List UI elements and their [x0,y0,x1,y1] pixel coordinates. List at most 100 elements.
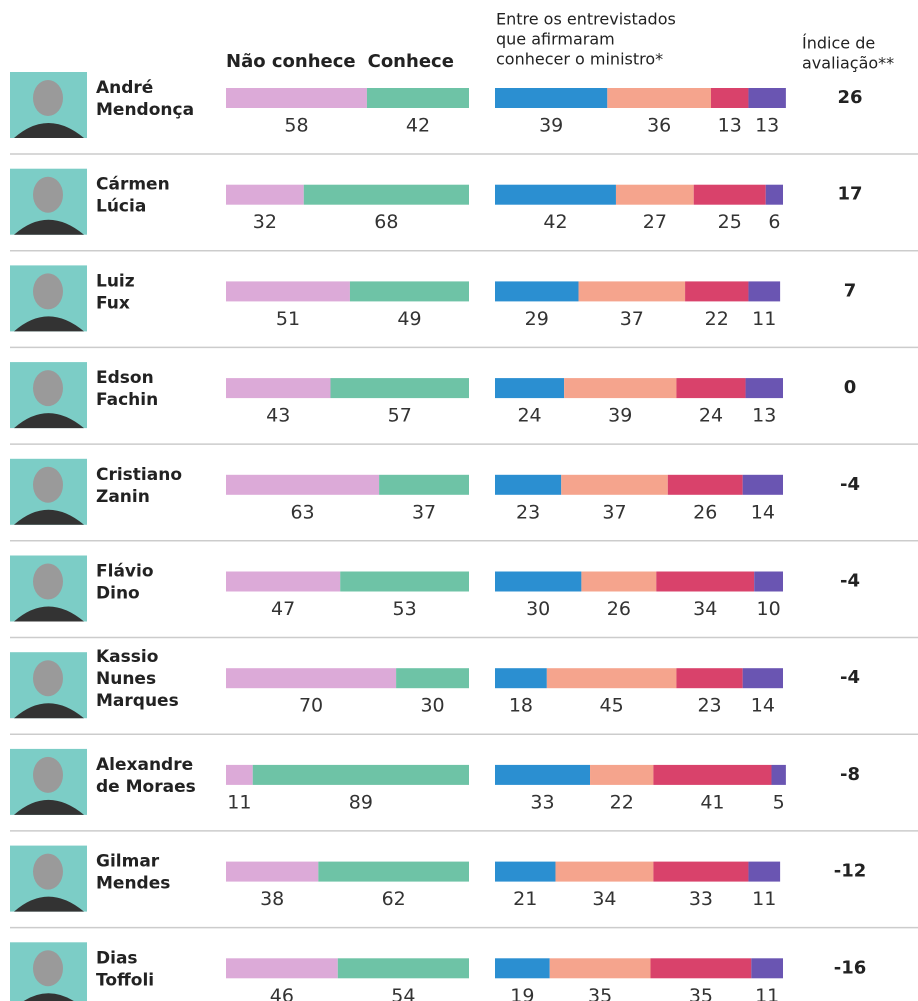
bar-segment [590,765,653,785]
bar-segment [495,958,550,978]
photo-head [33,564,63,600]
value-label: 38 [260,888,284,910]
value-label: 5 [773,791,785,813]
bar-segment [226,958,338,978]
value-label: 37 [602,501,626,523]
value-label: 30 [526,598,550,620]
bar-segment [350,281,469,301]
minister-name: Dino [96,584,140,604]
index-value: -12 [834,861,867,882]
value-label: 89 [349,791,373,813]
value-label: 42 [543,211,567,233]
value-label: 26 [607,598,631,620]
bar-segment [226,862,318,882]
photo-head [33,273,63,309]
value-label: 57 [388,405,412,427]
minister-name: Mendonça [96,100,194,120]
bar-segment [253,765,469,785]
value-label: 26 [693,501,717,523]
value-label: 32 [253,211,277,233]
chart: Não conheceConheceEntre os entrevistados… [0,0,918,1001]
bar-segment [694,185,766,205]
minister-name: André [96,78,153,98]
index-value: -4 [840,667,860,688]
bar-segment [651,958,752,978]
value-label: 23 [697,695,721,717]
value-label: 51 [276,308,300,330]
value-label: 14 [751,501,775,523]
value-label: 13 [755,115,779,137]
minister-name: Cristiano [96,465,182,485]
bar-segment [495,668,547,688]
value-label: 34 [592,888,616,910]
photo-head [33,950,63,986]
value-label: 21 [513,888,537,910]
bar-segment [766,185,783,205]
bar-segment [555,862,653,882]
value-label: 25 [718,211,742,233]
bar-segment [226,281,350,301]
column-header: Índice de [802,34,875,53]
bar-segment [547,668,677,688]
bar-segment [226,88,367,108]
index-value: 26 [837,87,862,108]
bar-segment [561,475,668,495]
value-label: 10 [757,598,781,620]
minister-name: Alexandre [96,755,193,775]
value-label: 70 [299,695,323,717]
bar-segment [748,281,780,301]
column-header: conhecer o ministro* [496,50,663,69]
value-label: 37 [620,308,644,330]
value-label: 34 [693,598,717,620]
value-label: 62 [382,888,406,910]
value-label: 45 [600,695,624,717]
value-label: 41 [700,791,724,813]
minister-name: Zanin [96,487,150,507]
value-label: 22 [610,791,634,813]
bar-segment [226,668,396,688]
value-label: 11 [752,888,776,910]
minister-name: Fux [96,293,130,313]
value-label: 11 [755,985,779,1001]
bar-segment [226,185,304,205]
bar-segment [226,572,340,592]
minister-name: Kassio [96,647,158,667]
bar-segment [579,281,686,301]
bar-segment [581,572,656,592]
bar-segment [226,475,379,495]
photo-head [33,660,63,696]
bar-segment [685,281,748,301]
bar-segment [495,765,590,785]
photo-head [33,80,63,116]
bar-segment [495,281,579,301]
bar-segment [746,378,783,398]
minister-name: Edson [96,368,154,388]
value-label: 24 [517,405,541,427]
value-label: 42 [406,115,430,137]
value-label: 39 [608,405,632,427]
value-label: 11 [752,308,776,330]
bar-segment [550,958,651,978]
value-label: 14 [751,695,775,717]
bar-segment [754,572,783,592]
value-label: 18 [509,695,533,717]
value-label: 47 [271,598,295,620]
value-label: 53 [393,598,417,620]
bar-segment [495,475,561,495]
bar-segment [711,88,748,108]
bar-segment [318,862,469,882]
photo-head [33,854,63,890]
value-label: 35 [689,985,713,1001]
bar-segment [495,572,581,592]
bar-segment [748,88,785,108]
minister-name: Flávio [96,562,154,582]
value-label: 36 [647,115,671,137]
index-value: 7 [844,280,857,301]
minister-name: Mendes [96,874,170,894]
minister-name: de Moraes [96,777,196,797]
bar-segment [226,765,253,785]
minister-name: Fachin [96,390,158,410]
index-value: -4 [840,571,860,592]
bar-segment [771,765,785,785]
index-value: 17 [837,184,862,205]
